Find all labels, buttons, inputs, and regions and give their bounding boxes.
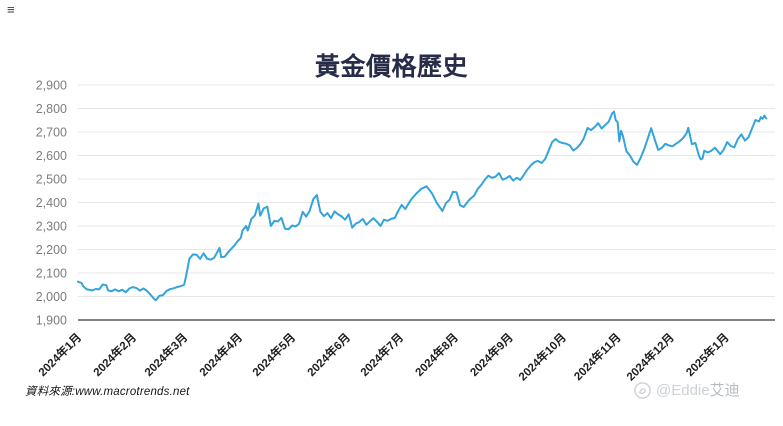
y-tick-label: 2,400	[36, 196, 67, 210]
y-tick-label: 2,600	[36, 149, 67, 163]
x-tick-label: 2024年9月	[467, 330, 516, 379]
x-tick-label: 2024年6月	[304, 330, 353, 379]
x-tick-label: 2024年12月	[623, 330, 676, 383]
source-label: 資料來源:	[25, 386, 76, 398]
y-tick-label: 2,700	[36, 126, 67, 140]
chart-title: 黃金價格歷史	[314, 52, 468, 81]
y-tick-label: 2,200	[36, 243, 67, 257]
y-tick-label: 2,800	[36, 102, 67, 116]
x-tick-label: 2024年7月	[357, 330, 406, 379]
gold-price-line	[77, 110, 768, 302]
x-tick-label: 2024年4月	[196, 330, 245, 379]
y-tick-label: 1,900	[36, 314, 67, 328]
y-tick-label: 2,000	[36, 290, 67, 304]
watermark-name: 艾迪	[709, 382, 740, 399]
x-tick-label: 2024年10月	[516, 330, 569, 383]
y-tick-label: 2,100	[36, 267, 67, 281]
y-tick-label: 2,900	[36, 79, 67, 93]
source-url[interactable]: www.macrotrends.net	[75, 386, 190, 398]
corner-mark-icon: ≡	[7, 2, 15, 17]
watermark-logo-icon	[634, 382, 651, 399]
data-source: 資料來源:www.macrotrends.net	[25, 383, 190, 399]
x-tick-label: 2024年1月	[35, 330, 84, 379]
x-tick-label: 2024年11月	[571, 330, 624, 383]
watermark-handle: @Eddie	[656, 382, 710, 399]
x-tick-label: 2024年5月	[249, 330, 298, 379]
y-tick-label: 2,500	[36, 173, 67, 187]
x-tick-label: 2024年8月	[412, 330, 461, 379]
x-tick-label: 2024年3月	[141, 330, 190, 379]
x-tick-label: 2024年2月	[90, 330, 139, 379]
y-tick-label: 2,300	[36, 220, 67, 234]
watermark: @Eddie艾迪	[634, 382, 740, 399]
watermark-text: @Eddie艾迪	[656, 382, 740, 399]
x-tick-label: 2025年1月	[683, 330, 732, 379]
